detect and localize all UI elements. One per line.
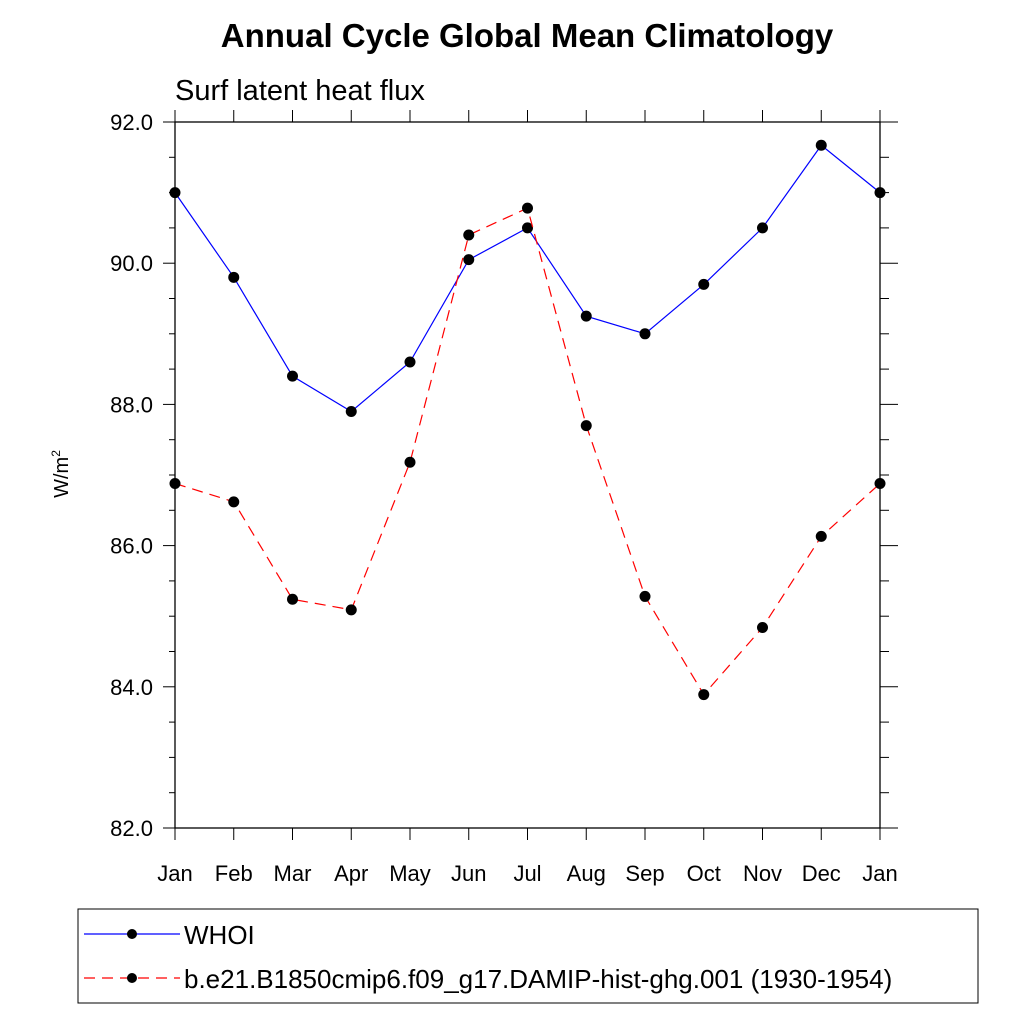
x-tick-label: Aug — [567, 861, 606, 886]
y-tick-label: 92.0 — [110, 110, 153, 135]
series-line-1 — [174, 207, 881, 696]
x-tick-label: Jul — [513, 861, 541, 886]
data-point-series-0 — [404, 356, 416, 368]
data-point-series-1 — [698, 689, 710, 701]
x-tick-label: Oct — [687, 861, 721, 886]
data-point-series-1 — [815, 530, 827, 542]
x-tick-label: Apr — [334, 861, 368, 886]
data-point-series-1 — [757, 621, 768, 633]
data-point-series-1 — [287, 593, 298, 605]
data-point-series-0 — [815, 139, 827, 151]
chart-subtitle: Surf latent heat flux — [175, 75, 425, 107]
data-point-series-0 — [287, 370, 298, 382]
legend-label-whoi: WHOI — [184, 920, 255, 950]
y-tick-label: 88.0 — [110, 392, 153, 417]
series-line-0 — [174, 144, 881, 413]
data-point-series-1 — [639, 590, 651, 602]
axis-ticks: 82.0 84.0 86.0 88.0 90.0 92.0 Jan Feb Mar Apr May J… — [110, 110, 898, 886]
x-tick-label: Nov — [743, 861, 782, 886]
data-point-series-0 — [345, 405, 357, 417]
legend: WHOI b.e21.B1850cmip6.f09_g17.DAMIP-hist… — [77, 908, 979, 1004]
x-tick-label: Jan — [157, 861, 192, 886]
legend-marker-model — [127, 973, 137, 983]
y-tick-label: 84.0 — [110, 675, 153, 700]
x-tick-label: Jun — [451, 861, 486, 886]
data-point-series-0 — [698, 278, 710, 290]
y-axis-label: W/m2 — [49, 450, 73, 498]
data-point-series-1 — [228, 496, 240, 508]
data-point-series-0 — [463, 254, 475, 266]
y-tick-label: 82.0 — [110, 816, 153, 841]
data-point-series-1 — [404, 456, 416, 468]
data-point-series-1 — [345, 604, 357, 616]
y-axis-label-superscript: 2 — [49, 450, 63, 457]
data-point-series-1 — [522, 202, 533, 214]
data-point-series-0 — [228, 271, 240, 283]
legend-box — [77, 908, 979, 1004]
series-layer — [169, 139, 886, 701]
data-point-series-0 — [580, 310, 592, 322]
plot-frame — [174, 121, 881, 829]
legend-label-model: b.e21.B1850cmip6.f09_g17.DAMIP-hist-ghg.… — [184, 964, 892, 994]
x-tick-label: Sep — [625, 861, 664, 886]
data-point-series-0 — [522, 222, 533, 234]
x-tick-label: Dec — [802, 861, 841, 886]
x-tick-label: Mar — [274, 861, 312, 886]
legend-marker-whoi — [127, 929, 137, 939]
x-tick-label: May — [389, 861, 431, 886]
x-tick-label: Feb — [215, 861, 253, 886]
y-tick-label: 86.0 — [110, 534, 153, 559]
x-tick-label: Jan — [862, 861, 897, 886]
chart-title: Annual Cycle Global Mean Climatology — [221, 17, 834, 54]
data-point-series-0 — [639, 328, 651, 340]
y-tick-label: 90.0 — [110, 251, 153, 276]
data-point-series-1 — [580, 420, 592, 432]
data-point-series-0 — [757, 222, 768, 234]
y-axis-label-unit: W/m — [51, 457, 73, 498]
data-point-series-1 — [463, 229, 475, 241]
